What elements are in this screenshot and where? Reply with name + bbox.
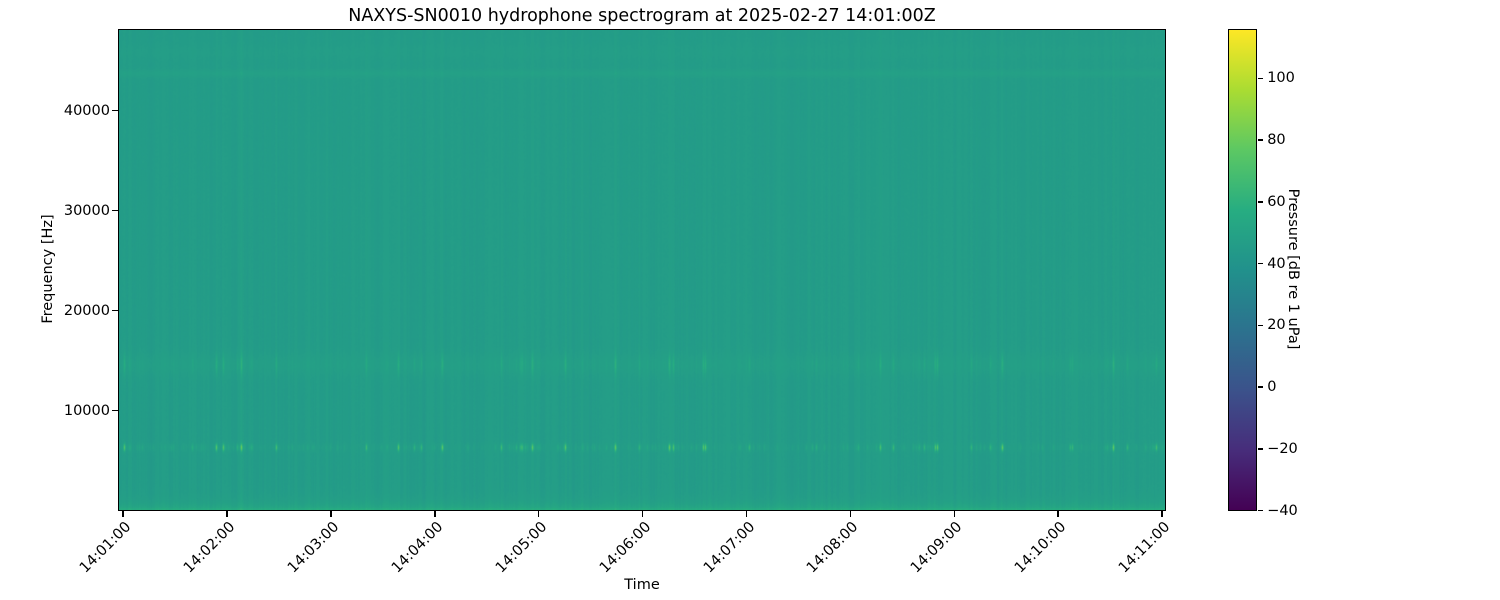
colorbar-tick-mark bbox=[1258, 139, 1264, 141]
x-tick-mark bbox=[1057, 510, 1059, 517]
colorbar-tick-label: −20 bbox=[1267, 440, 1298, 457]
y-tick-label: 30000 bbox=[63, 202, 110, 219]
y-tick-mark bbox=[112, 209, 118, 212]
y-tick-label: 20000 bbox=[63, 302, 110, 319]
plot-area bbox=[118, 29, 1166, 511]
colorbar-tick-label: 40 bbox=[1267, 255, 1286, 272]
colorbar-tick-mark bbox=[1258, 448, 1264, 450]
x-tick-mark bbox=[122, 510, 124, 517]
x-tick-mark bbox=[1161, 510, 1163, 517]
colorbar-tick-mark bbox=[1258, 262, 1264, 265]
x-tick-mark bbox=[849, 510, 852, 517]
chart-title: NAXYS-SN0010 hydrophone spectrogram at 2… bbox=[348, 6, 936, 26]
y-tick-mark bbox=[112, 109, 118, 112]
colorbar-tick-label: 100 bbox=[1267, 70, 1295, 87]
colorbar-tick-label: 80 bbox=[1267, 132, 1286, 149]
colorbar bbox=[1228, 29, 1257, 511]
colorbar-tick-label: −40 bbox=[1267, 502, 1298, 519]
colorbar-tick-mark bbox=[1258, 509, 1264, 512]
x-tick-mark bbox=[745, 510, 748, 517]
colorbar-label: Pressure [dB re 1 uPa] bbox=[1285, 188, 1301, 350]
x-tick-mark bbox=[641, 510, 644, 517]
x-tick-mark bbox=[953, 510, 956, 517]
x-axis-label: Time bbox=[624, 577, 660, 593]
colorbar-tick-mark bbox=[1258, 201, 1264, 203]
y-tick-mark bbox=[112, 409, 118, 412]
y-tick-label: 10000 bbox=[63, 402, 110, 419]
colorbar-tick-label: 60 bbox=[1267, 193, 1286, 210]
spectrogram-heatmap bbox=[119, 30, 1165, 510]
y-tick-mark bbox=[112, 309, 118, 312]
colorbar-tick-mark bbox=[1258, 77, 1264, 80]
colorbar-tick-mark bbox=[1258, 386, 1264, 388]
colorbar-tick-label: 20 bbox=[1267, 317, 1286, 334]
x-tick-mark bbox=[226, 510, 228, 517]
x-tick-mark bbox=[537, 510, 540, 517]
x-tick-mark bbox=[434, 510, 436, 517]
colorbar-tick-mark bbox=[1258, 324, 1264, 327]
colorbar-tick-label: 0 bbox=[1267, 379, 1277, 396]
x-tick-mark bbox=[330, 510, 332, 517]
y-tick-label: 40000 bbox=[63, 102, 110, 119]
